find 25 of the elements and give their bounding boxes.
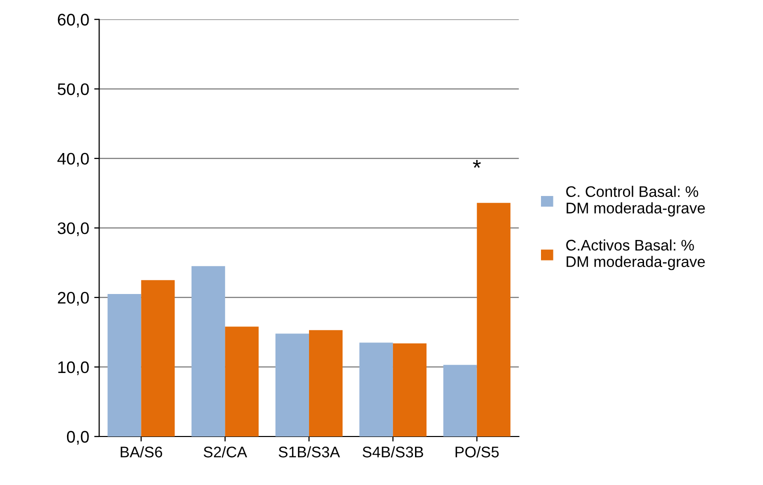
legend-label: C. Control Basal: % DM moderada-grave	[566, 186, 705, 216]
y-tick-label: 40,0	[57, 152, 89, 167]
bar	[392, 343, 427, 436]
legend-label: C.Activos Basal: % DM moderada-grave	[566, 239, 705, 270]
y-tick-label: 10,0	[58, 361, 89, 376]
y-tick-label: 50,0	[58, 83, 89, 98]
y-tick-label: 30,0	[58, 222, 89, 236]
bar	[192, 266, 226, 436]
bar	[108, 294, 142, 436]
bar	[443, 364, 477, 436]
bar	[476, 202, 510, 436]
bar	[141, 280, 175, 436]
bar	[309, 330, 343, 436]
x-tick-label: S4B/S3B	[362, 446, 424, 458]
annotation: *	[472, 160, 481, 168]
x-tick-label: S1B/S3A	[278, 446, 340, 458]
x-tick-label: PO/S5	[456, 446, 499, 458]
bar	[359, 342, 393, 436]
y-tick-label: 0,0	[66, 430, 89, 445]
x-tick-label: BA/S6	[120, 446, 162, 458]
bar	[275, 334, 310, 436]
y-tick-label: 20,0	[58, 292, 89, 306]
x-tick-label: S2/CA	[204, 446, 248, 458]
y-tick-label: 60,0	[58, 14, 89, 28]
bar	[225, 326, 259, 436]
